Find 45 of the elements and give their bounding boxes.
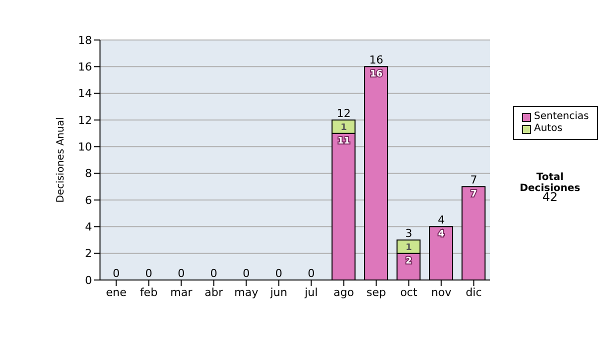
x-tick-label: may (234, 286, 259, 299)
y-tick-label: 10 (78, 140, 92, 154)
y-tick-label: 0 (85, 274, 92, 287)
y-tick-label: 14 (78, 87, 92, 100)
total-label: 0 (112, 267, 120, 280)
x-tick-label: oct (400, 286, 418, 299)
data-label: 4 (438, 230, 444, 240)
total-label: 16 (369, 54, 384, 67)
legend-label: Autos (534, 123, 562, 135)
total-label: 0 (145, 267, 152, 280)
x-tick-label: nov (431, 286, 452, 299)
total-label: 0 (308, 267, 315, 280)
y-tick-label: 4 (85, 220, 92, 234)
total-label: 4 (438, 214, 445, 227)
data-label: 16 (370, 70, 383, 80)
data-label: 1 (340, 123, 347, 133)
x-tick-label: abr (204, 286, 224, 299)
data-label: 1 (406, 243, 412, 253)
x-tick-label: jun (269, 286, 288, 299)
x-tick-label: feb (140, 286, 158, 299)
x-tick-label: sep (366, 286, 386, 299)
total-label: 0 (178, 267, 185, 280)
x-tick-label: mar (170, 286, 193, 299)
total-label: 0 (210, 267, 218, 280)
y-tick-label: 2 (85, 247, 92, 260)
y-tick-label: 16 (78, 60, 92, 74)
y-tick-label: 6 (85, 194, 92, 207)
x-tick-label: dic (466, 286, 482, 299)
total-label: 0 (275, 267, 282, 280)
y-tick-label: 8 (85, 167, 92, 180)
y-axis-title: Decisiones Anual (56, 117, 67, 203)
x-tick-label: ene (106, 286, 127, 299)
text: 42 (542, 190, 558, 204)
data-label: 11 (337, 136, 350, 146)
y-tick-label: 12 (78, 114, 92, 127)
total-label: 0 (242, 267, 250, 280)
x-tick-label: jul (304, 286, 318, 299)
x-tick-label: ago (334, 286, 354, 299)
total-label: 7 (470, 174, 478, 187)
y-tick-label: 18 (78, 34, 92, 47)
legend-label: Sentencias (534, 111, 589, 123)
data-label: 7 (470, 190, 477, 200)
total-label: 12 (336, 107, 351, 120)
data-label: 2 (406, 256, 412, 266)
total-label: 3 (405, 227, 412, 240)
